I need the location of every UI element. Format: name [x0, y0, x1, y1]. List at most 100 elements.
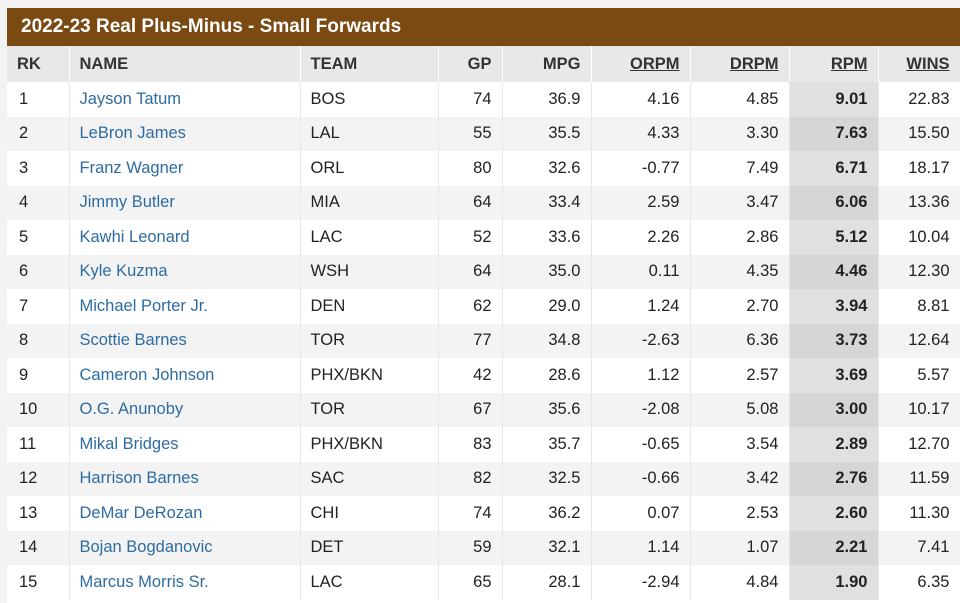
- player-link[interactable]: Marcus Morris Sr.: [79, 572, 209, 591]
- col-header-drpm[interactable]: DRPM: [690, 46, 790, 82]
- table-row: 11 Mikal Bridges PHX/BKN 83 35.7 -0.65 3.54 2.8…: [7, 427, 960, 462]
- rpm-cell: 2.60: [789, 496, 879, 531]
- player-name-cell: DeMar DeRozan: [69, 496, 301, 531]
- table-row: 9 Cameron Johnson PHX/BKN 42 28.6 1.12 2.57 3.6…: [7, 358, 960, 393]
- wins-cell: 8.81: [878, 289, 960, 324]
- player-link[interactable]: Michael Porter Jr.: [79, 296, 208, 315]
- orpm-cell: 4.16: [591, 82, 691, 117]
- drpm-cell: 6.36: [690, 323, 790, 358]
- rank-cell: 5: [7, 220, 70, 255]
- rpm-cell: 5.12: [789, 220, 879, 255]
- drpm-cell: 4.35: [690, 254, 790, 289]
- player-name-cell: Marcus Morris Sr.: [69, 565, 301, 600]
- rpm-cell: 2.89: [789, 427, 879, 462]
- player-link[interactable]: Kawhi Leonard: [79, 227, 190, 246]
- player-link[interactable]: Jayson Tatum: [79, 89, 182, 108]
- mpg-cell: 32.5: [502, 461, 592, 496]
- rank-cell: 6: [7, 254, 70, 289]
- player-name-cell: Michael Porter Jr.: [69, 289, 301, 324]
- player-link[interactable]: Kyle Kuzma: [79, 262, 168, 281]
- rpm-cell: 3.69: [789, 358, 879, 393]
- rpm-cell: 3.00: [789, 392, 879, 427]
- mpg-cell: 36.9: [502, 82, 592, 117]
- mpg-cell: 36.2: [502, 496, 592, 531]
- orpm-cell: -2.94: [591, 565, 691, 600]
- table-row: 1 Jayson Tatum BOS 74 36.9 4.16 4.85 9.01 22.83: [7, 82, 960, 117]
- player-link[interactable]: Scottie Barnes: [79, 331, 187, 350]
- table-row: 14 Bojan Bogdanovic DET 59 32.1 1.14 1.07 2.21 7…: [7, 530, 960, 565]
- player-name-cell: Scottie Barnes: [69, 323, 301, 358]
- player-link[interactable]: Jimmy Butler: [79, 193, 175, 212]
- wins-cell: 7.41: [878, 530, 960, 565]
- mpg-cell: 35.6: [502, 392, 592, 427]
- orpm-cell: 1.14: [591, 530, 691, 565]
- mpg-cell: 28.1: [502, 565, 592, 600]
- drpm-cell: 3.54: [690, 427, 790, 462]
- player-name-cell: Mikal Bridges: [69, 427, 301, 462]
- orpm-cell: 0.11: [591, 254, 691, 289]
- col-header-name: NAME: [69, 46, 301, 82]
- header-row: RK NAME TEAM GP MPG ORPM DRPM RPM WINS: [7, 46, 960, 82]
- orpm-cell: -2.08: [591, 392, 691, 427]
- drpm-cell: 2.57: [690, 358, 790, 393]
- team-cell: LAL: [300, 116, 439, 151]
- orpm-cell: -0.77: [591, 151, 691, 186]
- mpg-cell: 33.4: [502, 185, 592, 220]
- player-link[interactable]: DeMar DeRozan: [79, 503, 203, 522]
- orpm-cell: 4.33: [591, 116, 691, 151]
- rank-cell: 4: [7, 185, 70, 220]
- rank-cell: 12: [7, 461, 70, 496]
- rpm-cell: 2.21: [789, 530, 879, 565]
- table-row: 3 Franz Wagner ORL 80 32.6 -0.77 7.49 6.71 18.17: [7, 151, 960, 186]
- rank-cell: 9: [7, 358, 70, 393]
- rpm-cell: 3.94: [789, 289, 879, 324]
- player-link[interactable]: Mikal Bridges: [79, 434, 179, 453]
- gp-cell: 59: [438, 530, 503, 565]
- gp-cell: 77: [438, 323, 503, 358]
- mpg-cell: 32.1: [502, 530, 592, 565]
- wins-cell: 15.50: [878, 116, 960, 151]
- rank-cell: 3: [7, 151, 70, 186]
- gp-cell: 65: [438, 565, 503, 600]
- player-name-cell: Jimmy Butler: [69, 185, 301, 220]
- rank-cell: 11: [7, 427, 70, 462]
- player-link[interactable]: Cameron Johnson: [79, 365, 215, 384]
- player-name-cell: Kyle Kuzma: [69, 254, 301, 289]
- wins-cell: 11.30: [878, 496, 960, 531]
- player-name-cell: O.G. Anunoby: [69, 392, 301, 427]
- table-row: 4 Jimmy Butler MIA 64 33.4 2.59 3.47 6.06 13.36: [7, 185, 960, 220]
- rpm-cell: 4.46: [789, 254, 879, 289]
- mpg-cell: 35.7: [502, 427, 592, 462]
- col-header-rpm[interactable]: RPM: [789, 46, 879, 82]
- team-cell: DET: [300, 530, 439, 565]
- rpm-cell: 3.73: [789, 323, 879, 358]
- table-row: 6 Kyle Kuzma WSH 64 35.0 0.11 4.35 4.46 12.30: [7, 254, 960, 289]
- col-header-orpm[interactable]: ORPM: [591, 46, 691, 82]
- rpm-cell: 9.01: [789, 82, 879, 117]
- col-header-team: TEAM: [300, 46, 439, 82]
- player-link[interactable]: Franz Wagner: [79, 158, 184, 177]
- mpg-cell: 35.5: [502, 116, 592, 151]
- wins-cell: 12.64: [878, 323, 960, 358]
- gp-cell: 62: [438, 289, 503, 324]
- rank-cell: 14: [7, 530, 70, 565]
- drpm-cell: 3.30: [690, 116, 790, 151]
- drpm-cell: 3.47: [690, 185, 790, 220]
- rank-cell: 8: [7, 323, 70, 358]
- table-row: 15 Marcus Morris Sr. LAC 65 28.1 -2.94 4.84 1.9…: [7, 565, 960, 600]
- mpg-cell: 28.6: [502, 358, 592, 393]
- player-link[interactable]: Harrison Barnes: [79, 469, 199, 488]
- gp-cell: 55: [438, 116, 503, 151]
- col-header-wins[interactable]: WINS: [878, 46, 960, 82]
- team-cell: LAC: [300, 565, 439, 600]
- player-link[interactable]: LeBron James: [79, 124, 186, 143]
- player-link[interactable]: Bojan Bogdanovic: [79, 538, 213, 557]
- player-name-cell: Bojan Bogdanovic: [69, 530, 301, 565]
- rank-cell: 2: [7, 116, 70, 151]
- wins-cell: 12.30: [878, 254, 960, 289]
- rpm-cell: 7.63: [789, 116, 879, 151]
- player-link[interactable]: O.G. Anunoby: [79, 400, 184, 419]
- rpm-cell: 1.90: [789, 565, 879, 600]
- orpm-cell: 1.24: [591, 289, 691, 324]
- table-row: 5 Kawhi Leonard LAC 52 33.6 2.26 2.86 5.12 10.04: [7, 220, 960, 255]
